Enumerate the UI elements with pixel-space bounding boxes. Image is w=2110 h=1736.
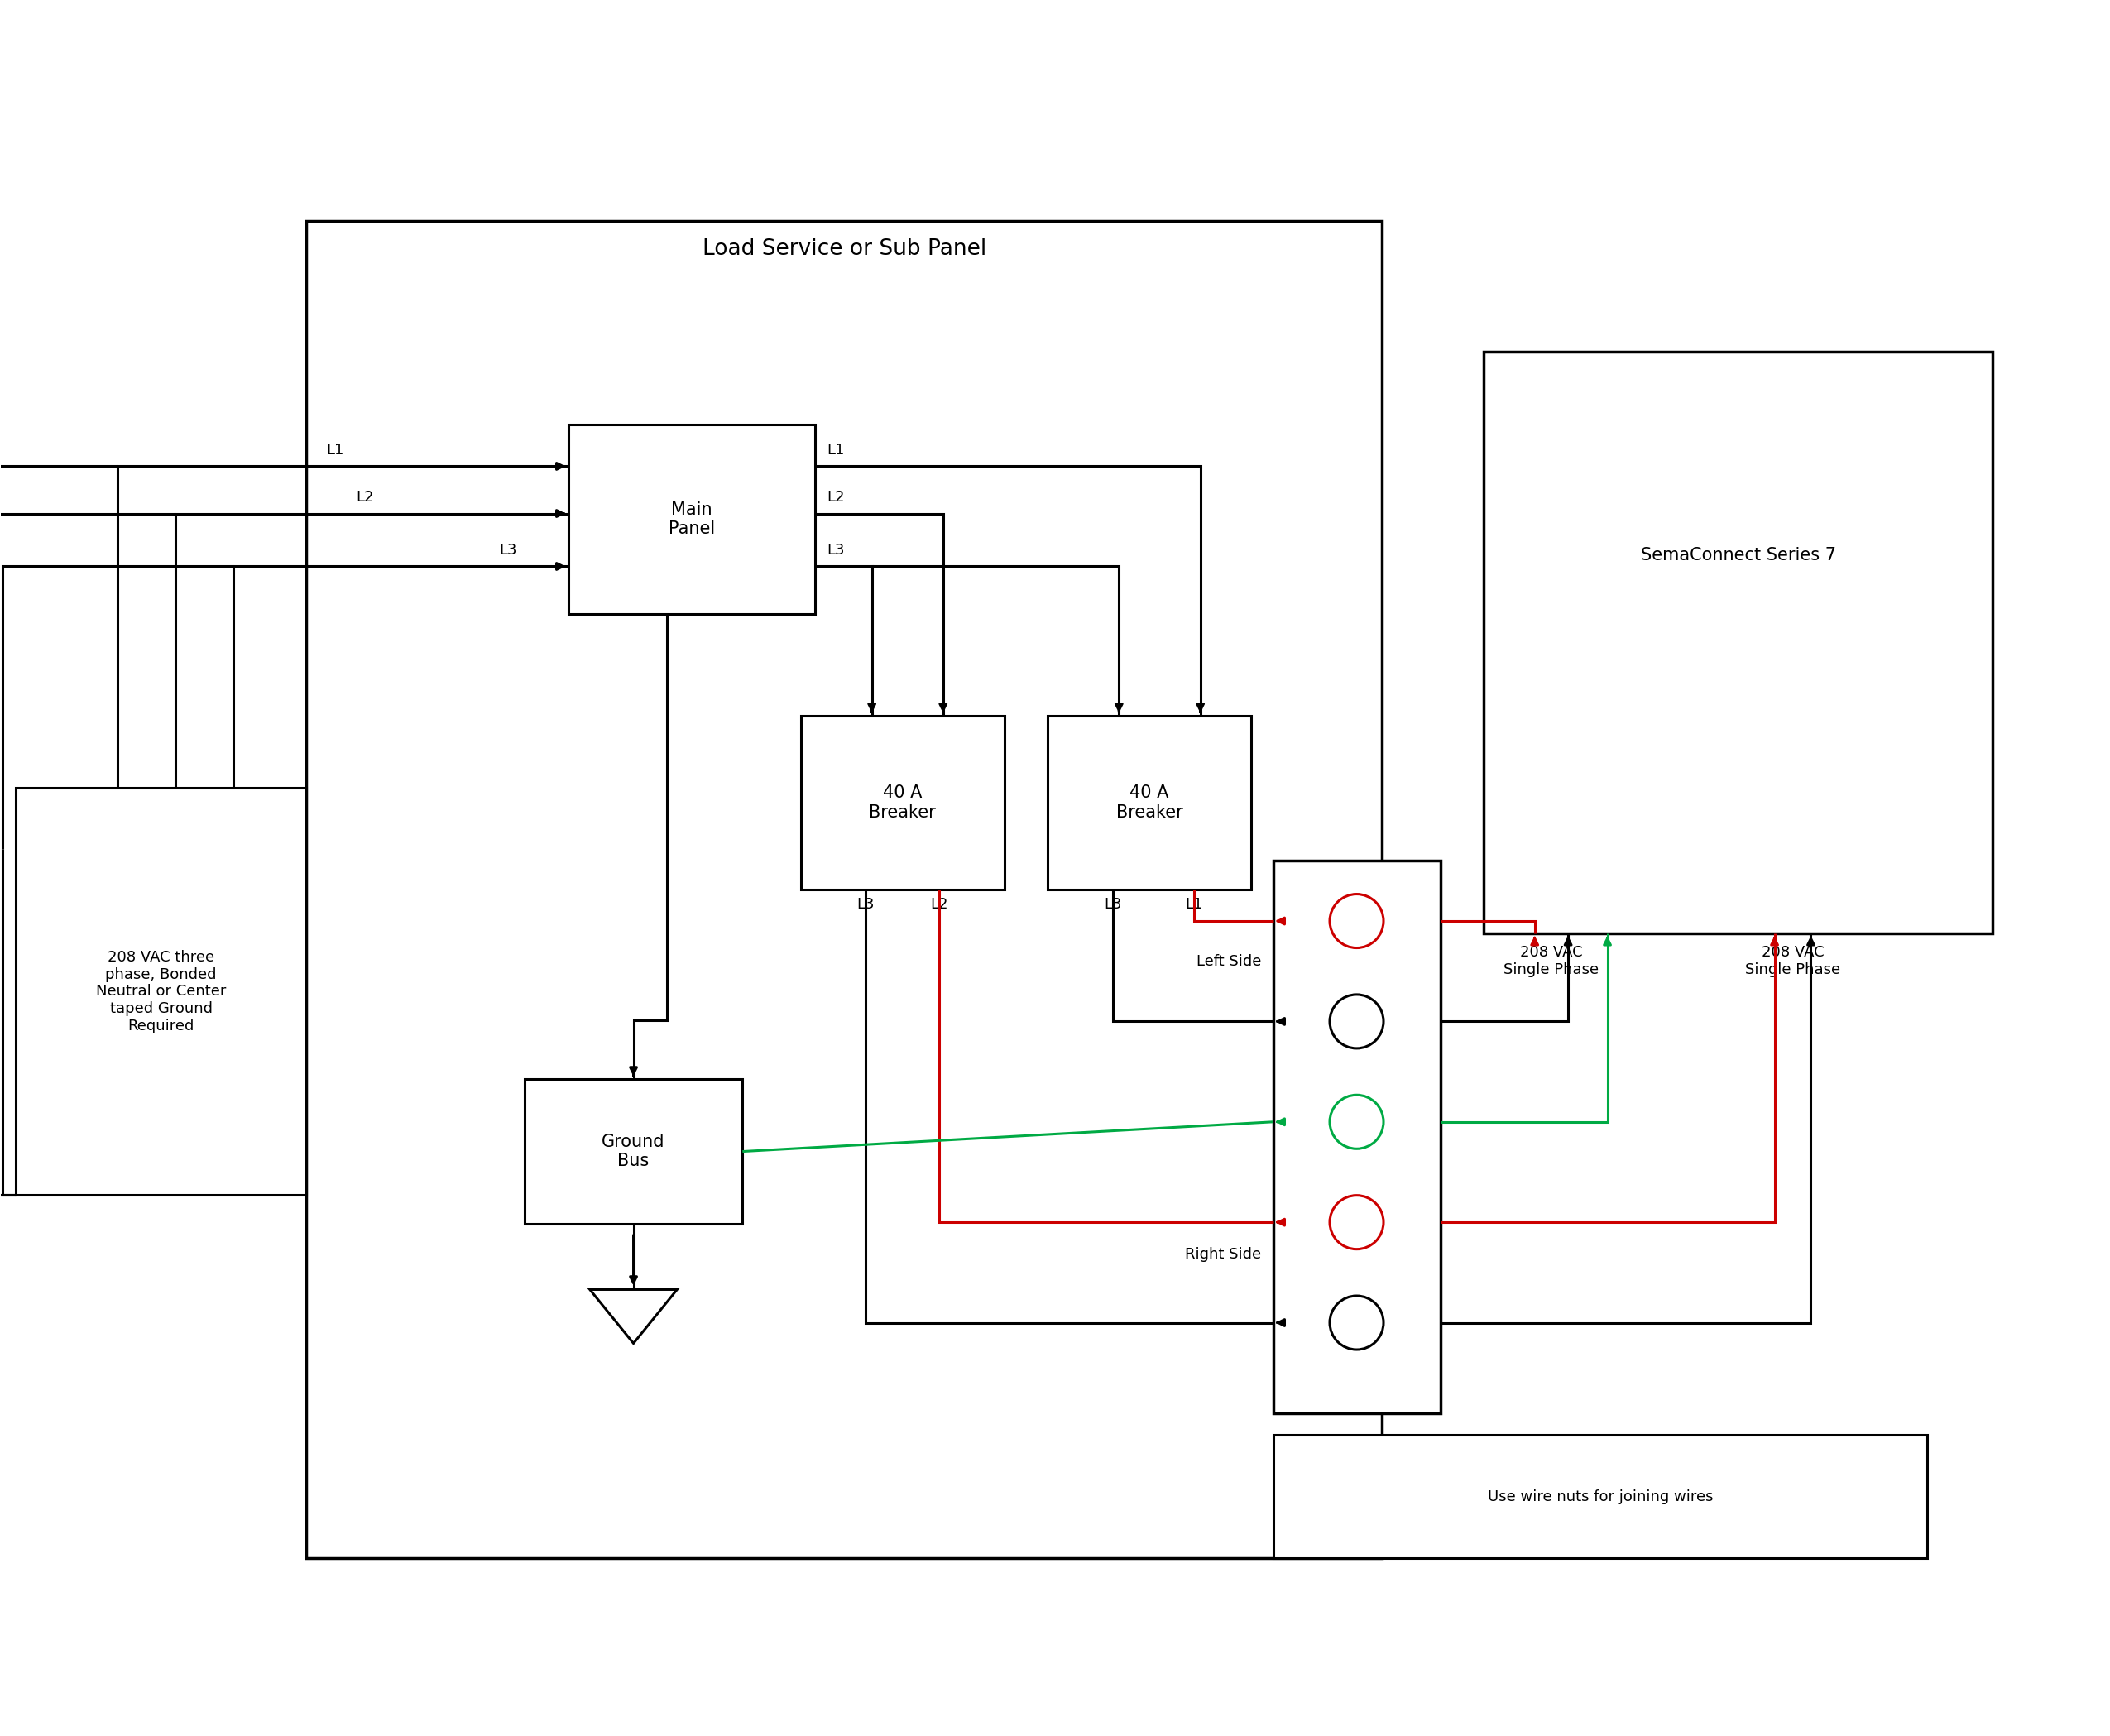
Text: L3: L3 [827, 543, 844, 557]
Bar [1049, 715, 1251, 891]
Bar [1272, 861, 1441, 1413]
Text: SemaConnect Series 7: SemaConnect Series 7 [1642, 547, 1836, 564]
Text: 208 VAC three
phase, Bonded
Neutral or Center
taped Ground
Required: 208 VAC three phase, Bonded Neutral or C… [95, 950, 226, 1033]
Text: L2: L2 [931, 898, 947, 911]
Text: 208 VAC
Single Phase: 208 VAC Single Phase [1504, 944, 1599, 977]
Text: Use wire nuts for joining wires: Use wire nuts for joining wires [1488, 1489, 1713, 1503]
Text: L3: L3 [1104, 898, 1123, 911]
Text: Left Side: Left Side [1196, 955, 1262, 969]
Text: L3: L3 [857, 898, 876, 911]
Text: 208 VAC
Single Phase: 208 VAC Single Phase [1745, 944, 1840, 977]
Bar [525, 1078, 743, 1224]
Bar [306, 220, 1382, 1559]
Text: L3: L3 [500, 543, 517, 557]
Bar [15, 788, 306, 1194]
Text: Main
Panel: Main Panel [669, 502, 715, 536]
Bar [800, 715, 1004, 891]
Text: L2: L2 [827, 490, 844, 505]
Text: L1: L1 [327, 443, 344, 458]
Bar [1483, 352, 1992, 934]
Text: L1: L1 [1186, 898, 1203, 911]
Text: Load Service or Sub Panel: Load Service or Sub Panel [703, 238, 985, 260]
Text: 40 A
Breaker: 40 A Breaker [869, 785, 935, 821]
Text: Right Side: Right Side [1186, 1246, 1262, 1262]
Text: L2: L2 [357, 490, 373, 505]
Text: 40 A
Breaker: 40 A Breaker [1116, 785, 1184, 821]
Text: L1: L1 [827, 443, 844, 458]
Bar [568, 425, 814, 613]
Text: Ground
Bus: Ground Bus [601, 1134, 665, 1170]
Bar [1272, 1436, 1926, 1559]
